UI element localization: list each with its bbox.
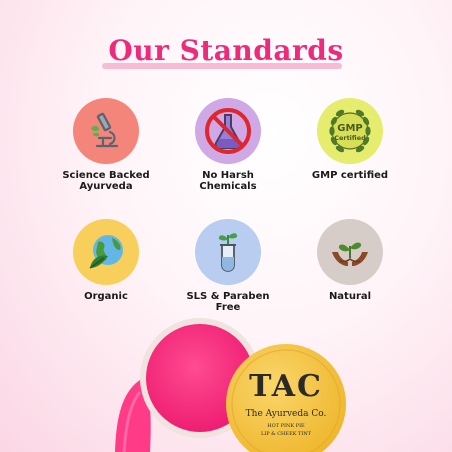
gmp-badge-line2: Certified: [334, 134, 366, 142]
tint-swatch-highlight: [122, 391, 142, 452]
standard-label: GMP certified: [311, 170, 389, 181]
standard-sls-paraben-free: SLS & Paraben Free: [168, 219, 288, 313]
jar-lid: [226, 344, 346, 452]
test-tube-leaf-icon: [195, 219, 261, 285]
tint-swatch: [115, 380, 151, 452]
no-chemicals-icon: [195, 98, 261, 164]
standard-label: Natural: [328, 291, 372, 302]
microscope-icon: [73, 98, 139, 164]
jar-rim: [140, 318, 260, 438]
standard-organic: Organic: [46, 219, 166, 302]
standard-no-harsh-chemicals: No Harsh Chemicals: [168, 98, 288, 192]
hands-plant-icon: [317, 219, 383, 285]
page-title: Our Standards: [108, 34, 344, 67]
standard-natural: Natural: [290, 219, 410, 302]
standard-label: SLS & Paraben Free: [186, 291, 270, 313]
title-wrap: Our Standards: [0, 34, 452, 67]
globe-leaf-icon: [73, 219, 139, 285]
product-name: HOT PINK PIE: [267, 423, 305, 429]
standard-gmp-certified: GMP Certified GMP certified: [290, 98, 410, 181]
jar-lid-ring: [231, 349, 341, 452]
product-type: LIP & CHEEK TINT: [261, 431, 312, 437]
title-underline: [102, 63, 342, 69]
standard-label: Organic: [84, 291, 128, 302]
product-company: The Ayurveda Co.: [246, 409, 327, 419]
product-brand: TAC: [249, 369, 323, 404]
standard-label: No Harsh Chemicals: [199, 170, 257, 192]
standard-science-backed: Science Backed Ayurveda: [46, 98, 166, 192]
jar-tint: [146, 324, 254, 432]
standard-label: Science Backed Ayurveda: [62, 170, 150, 192]
gmp-badge-icon: GMP Certified: [317, 98, 383, 164]
gmp-badge-line1: GMP: [337, 123, 363, 134]
